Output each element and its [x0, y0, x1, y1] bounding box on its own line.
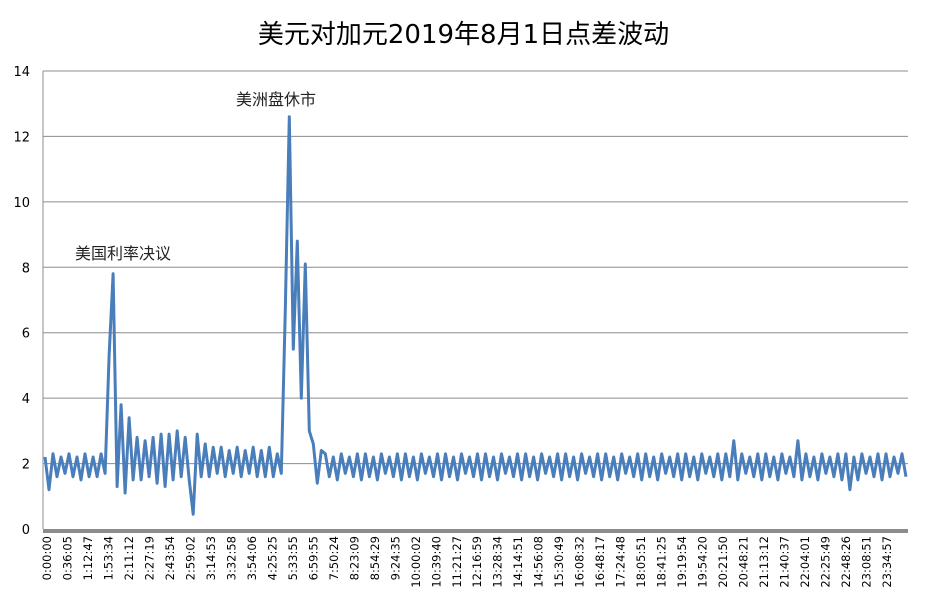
- x-tick-label: 3:32:58: [224, 536, 238, 580]
- x-tick-label: 22:04:01: [798, 536, 812, 588]
- y-tick-label: 0: [22, 523, 30, 538]
- y-tick-label: 10: [13, 196, 30, 211]
- x-tick-label: 2:59:02: [183, 536, 197, 580]
- x-tick-label: 2:43:54: [163, 536, 177, 580]
- x-tick-label: 7:50:24: [327, 536, 341, 580]
- y-tick-label: 6: [22, 327, 30, 342]
- x-tick-label: 16:08:32: [573, 536, 587, 588]
- x-tick-label: 0:36:05: [60, 536, 74, 580]
- series-line: [43, 115, 908, 516]
- y-tick-label: 8: [22, 261, 30, 276]
- x-tick-label: 23:08:51: [860, 536, 874, 588]
- x-tick-label: 19:19:54: [675, 536, 689, 588]
- x-tick-label: 9:24:35: [388, 536, 402, 580]
- x-tick-label: 23:34:57: [880, 536, 894, 588]
- x-tick-label: 14:14:51: [511, 536, 525, 588]
- x-tick-label: 2:27:19: [142, 536, 156, 580]
- x-tick-label: 5:33:55: [286, 536, 300, 580]
- x-tick-label: 16:48:17: [593, 536, 607, 588]
- x-tick-label: 10:39:40: [429, 536, 443, 588]
- y-tick-label: 14: [13, 65, 30, 80]
- x-tick-label: 0:00:00: [40, 536, 54, 580]
- x-tick-label: 20:48:21: [737, 536, 751, 588]
- x-tick-label: 21:13:12: [757, 536, 771, 588]
- x-tick-label: 12:16:59: [470, 536, 484, 588]
- chart-title: 美元对加元2019年8月1日点差波动: [257, 20, 670, 50]
- x-tick-label: 8:23:09: [347, 536, 361, 580]
- x-tick-label: 19:54:20: [696, 536, 710, 588]
- x-tick-label: 22:25:49: [819, 536, 833, 588]
- x-tick-label: 3:54:06: [245, 536, 259, 580]
- y-tick-label: 2: [22, 458, 30, 473]
- x-tick-label: 8:54:29: [368, 536, 382, 580]
- x-tick-label: 1:12:47: [81, 536, 95, 580]
- x-tick-label: 18:05:51: [634, 536, 648, 588]
- x-tick-label: 2:11:12: [122, 536, 136, 580]
- x-tick-label: 1:53:34: [101, 536, 115, 580]
- x-tick-label: 3:14:53: [204, 536, 218, 580]
- x-tick-label: 4:25:25: [265, 536, 279, 580]
- y-tick-label: 12: [13, 130, 30, 145]
- x-axis: [43, 529, 908, 533]
- x-tick-label: 17:24:48: [614, 536, 628, 588]
- x-tick-label: 13:28:34: [491, 536, 505, 588]
- annotation-americas-holiday: 美洲盘休市: [236, 90, 317, 109]
- x-tick-label: 10:00:02: [409, 536, 423, 588]
- x-tick-label: 11:21:27: [450, 536, 464, 588]
- annotation-rate-decision: 美国利率决议: [75, 244, 172, 263]
- x-tick-label: 21:40:37: [778, 536, 792, 588]
- y-tick-label: 4: [22, 392, 30, 407]
- x-tick-label: 20:21:50: [716, 536, 730, 588]
- x-tick-label: 18:41:25: [655, 536, 669, 588]
- x-tick-label: 14:56:08: [532, 536, 546, 588]
- x-tick-label: 15:30:49: [552, 536, 566, 588]
- x-tick-label: 6:59:55: [306, 536, 320, 580]
- x-tick-label: 22:48:26: [839, 536, 853, 588]
